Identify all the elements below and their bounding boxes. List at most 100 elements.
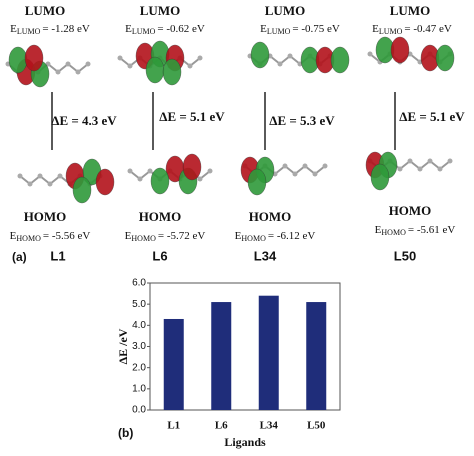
atom: [75, 69, 81, 75]
atom: [302, 163, 308, 169]
x-tick-label: L1: [167, 420, 180, 432]
atom: [312, 171, 318, 177]
homo-label: HOMO: [249, 209, 292, 224]
x-tick-label: L50: [307, 420, 326, 432]
homo-energy: EHOMO = -5.61 eV: [375, 224, 456, 237]
y-tick-label: 2.0: [132, 362, 146, 373]
bar: [163, 318, 184, 410]
energy-subscript: LUMO: [132, 27, 156, 36]
energy-value: = -5.61 eV: [408, 224, 455, 236]
atom: [37, 173, 43, 179]
orbital-lobe: [162, 58, 182, 86]
atom: [57, 173, 63, 179]
lumo-label: LUMO: [140, 3, 180, 18]
orbital-lobe: [435, 44, 455, 72]
energy-subscript: HOMO: [131, 234, 156, 243]
atom: [207, 168, 213, 174]
atom: [147, 168, 153, 174]
molecule: [17, 158, 115, 204]
energy-symbol: E: [10, 23, 17, 35]
panel-label: (a): [12, 250, 27, 264]
bar: [258, 295, 279, 410]
y-tick-label: 3.0: [132, 341, 146, 352]
energy-subscript: HOMO: [241, 234, 266, 243]
atom: [322, 163, 328, 169]
orbital-lobe: [182, 153, 202, 181]
orbital-lobe: [95, 168, 115, 196]
ligand-name: L6: [152, 248, 167, 263]
y-tick-label: 1.0: [132, 383, 146, 394]
energy-symbol: E: [125, 23, 132, 35]
atom: [65, 61, 71, 67]
ligand-name: L50: [394, 248, 416, 263]
orbital-lobe: [72, 176, 92, 204]
orbital-lobe: [8, 46, 28, 74]
gap-label: ΔE = 5.1 eV: [159, 109, 225, 124]
atom: [277, 61, 283, 67]
energy-value: = -0.75 eV: [292, 23, 339, 35]
atom: [447, 158, 453, 164]
lumo-label: LUMO: [265, 3, 305, 18]
y-tick-label: 5.0: [132, 299, 146, 310]
atom: [17, 173, 23, 179]
gap-label: ΔE = 5.3 eV: [269, 113, 335, 128]
atom: [287, 53, 293, 59]
energy-symbol: E: [125, 230, 132, 242]
energy-value: = -5.56 eV: [43, 230, 90, 242]
atom: [127, 63, 133, 69]
atom: [137, 176, 143, 182]
lumo-energy: ELUMO = -0.62 eV: [125, 23, 205, 36]
energy-value: = -1.28 eV: [42, 23, 89, 35]
energy-symbol: E: [372, 23, 379, 35]
energy-symbol: E: [260, 23, 267, 35]
orbital-lobe: [370, 163, 390, 191]
energy-subscript: LUMO: [267, 27, 291, 36]
energy-symbol: E: [10, 230, 17, 242]
orbital-lobe: [145, 56, 165, 84]
atom: [367, 51, 373, 57]
atom: [282, 163, 288, 169]
atom: [55, 69, 61, 75]
orbital-lobe: [247, 168, 267, 196]
atom: [187, 63, 193, 69]
y-tick-label: 0.0: [132, 405, 146, 416]
bar: [211, 302, 232, 410]
gap-label: ΔE = 4.3 eV: [51, 113, 117, 128]
homo-energy: EHOMO = -5.56 eV: [10, 230, 91, 243]
molecule: [127, 153, 213, 195]
lumo-energy: ELUMO = -1.28 eV: [10, 23, 90, 36]
atom: [292, 171, 298, 177]
energy-subscript: HOMO: [381, 228, 406, 237]
orbital-lobe: [330, 46, 350, 74]
energy-subscript: HOMO: [16, 234, 41, 243]
energy-subscript: LUMO: [17, 27, 41, 36]
homo-energy: EHOMO = -6.12 eV: [235, 230, 316, 243]
ligand-name: L1: [50, 248, 65, 263]
atom: [417, 166, 423, 172]
molecule: [247, 41, 350, 74]
atom: [117, 55, 123, 61]
ligand-name: L34: [254, 248, 277, 263]
atom: [27, 181, 33, 187]
energy-value: = -0.62 eV: [157, 23, 204, 35]
molecule: [240, 156, 328, 196]
y-axis-label: ΔE /eV: [116, 328, 130, 364]
orbital-lobe: [250, 41, 270, 69]
energy-value: = -6.12 eV: [268, 230, 315, 242]
gap-label: ΔE = 5.1 eV: [399, 109, 465, 124]
x-tick-label: L34: [260, 420, 279, 432]
atom: [47, 181, 53, 187]
atom: [397, 166, 403, 172]
x-tick-label: L6: [215, 420, 228, 432]
panel-label: (b): [118, 426, 133, 440]
orbital-lobe: [24, 44, 44, 72]
lumo-energy: ELUMO = -0.75 eV: [260, 23, 340, 36]
energy-subscript: LUMO: [379, 27, 403, 36]
lumo-label: LUMO: [25, 3, 65, 18]
bar: [306, 302, 327, 410]
energy-value: = -0.47 eV: [404, 23, 451, 35]
x-axis-label: Ligands: [224, 435, 266, 449]
molecule: [117, 40, 203, 86]
atom: [85, 61, 91, 67]
energy-symbol: E: [235, 230, 242, 242]
